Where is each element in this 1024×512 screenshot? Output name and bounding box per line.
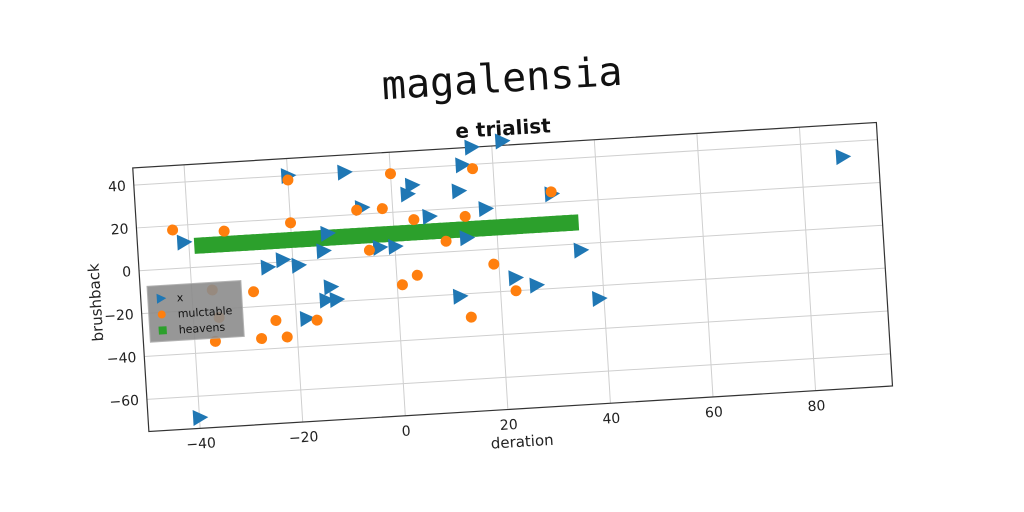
x-marker — [573, 242, 590, 259]
grid-line-y — [144, 310, 888, 357]
mulctable-marker — [396, 279, 408, 291]
grid-line-x — [593, 139, 611, 404]
mulctable-marker — [408, 214, 420, 226]
x-marker — [422, 208, 438, 225]
mulctable-marker — [311, 314, 323, 326]
y-tick-label: −60 — [109, 393, 139, 411]
plot-frame — [132, 121, 894, 433]
x-tick-label: −20 — [288, 429, 318, 447]
grid-line-x — [696, 133, 714, 397]
x-axis-label: deration — [490, 431, 554, 453]
x-marker — [452, 288, 469, 305]
grid-line-x — [286, 158, 304, 423]
y-axis-label: brushback — [85, 263, 108, 342]
mulctable-marker — [459, 210, 471, 222]
mulctable-marker — [281, 331, 293, 343]
x-marker — [455, 157, 471, 174]
y-tick-label: 20 — [110, 221, 129, 238]
mulctable-marker — [510, 285, 522, 297]
grid-line-y — [136, 181, 881, 229]
x-marker — [260, 259, 277, 276]
x-marker — [275, 252, 292, 269]
grid-line-x — [491, 145, 509, 410]
x-marker — [459, 230, 476, 247]
legend-label: x — [176, 291, 184, 304]
mulctable-marker — [376, 203, 388, 215]
x-marker — [464, 139, 481, 156]
x-marker — [320, 225, 337, 242]
mulctable-marker — [467, 163, 479, 175]
x-marker — [319, 292, 335, 309]
x-marker — [337, 164, 353, 181]
x-marker — [529, 277, 546, 294]
x-marker — [478, 201, 495, 218]
x-marker — [176, 234, 193, 251]
y-tick-label: 40 — [108, 179, 127, 196]
x-tick-label: 60 — [705, 404, 724, 421]
mulctable-marker — [248, 286, 260, 298]
x-marker — [372, 239, 389, 256]
x-tick-label: 20 — [499, 417, 518, 434]
plot-area: −40 −20 0 20 40 60 80 −60 −40 −20 0 20 40 — [104, 121, 894, 453]
legend-box — [146, 280, 245, 343]
x-tick-label: 40 — [602, 411, 621, 428]
mulctable-marker — [218, 225, 230, 237]
x-tick-labels: −40 −20 0 20 40 60 80 — [186, 398, 826, 453]
y-tick-label: 0 — [122, 264, 132, 281]
legend-heavens-marker — [158, 326, 167, 335]
mulctable-marker — [256, 333, 268, 345]
legend-label: heavens — [178, 321, 225, 337]
x-marker — [299, 310, 316, 327]
x-tick-label: −40 — [186, 435, 216, 453]
grid-line-y — [146, 353, 891, 400]
x-marker — [388, 238, 404, 255]
x-marker — [291, 257, 308, 274]
chart-suptitle: magalensia — [380, 49, 623, 110]
mulctable-marker — [167, 224, 179, 236]
y-tick-label: −40 — [106, 350, 136, 368]
heavens-marker — [568, 214, 580, 231]
x-marker — [508, 270, 525, 287]
mulctable-marker — [465, 311, 477, 323]
mulctable-marker — [440, 235, 452, 247]
x-marker — [329, 291, 346, 308]
mulctable-marker — [545, 186, 557, 198]
x-marker — [835, 149, 852, 166]
x-tick-label: 80 — [807, 398, 826, 415]
x-marker — [323, 279, 340, 296]
data-marks — [167, 133, 852, 426]
mulctable-marker — [363, 244, 375, 256]
x-marker — [404, 177, 421, 194]
y-tick-label: −20 — [104, 307, 134, 325]
mulctable-marker — [270, 314, 282, 326]
x-marker — [316, 243, 332, 260]
mulctable-marker — [282, 174, 294, 186]
grid-line-y — [133, 139, 878, 186]
x-marker — [192, 410, 209, 426]
legend-mulctable-marker — [157, 310, 166, 319]
x-tick-label: 0 — [401, 423, 411, 440]
mulctable-marker — [488, 258, 500, 270]
x-marker — [451, 183, 468, 200]
grid-line-x — [798, 127, 817, 391]
mulctable-marker — [384, 168, 396, 180]
x-marker — [400, 186, 416, 203]
y-tick-labels: −60 −40 −20 0 20 40 — [104, 179, 140, 411]
x-marker — [592, 290, 608, 307]
mulctable-marker — [351, 204, 363, 216]
legend-label: mulctable — [177, 304, 233, 320]
x-marker — [494, 133, 511, 150]
mulctable-marker — [285, 217, 297, 229]
legend-x-marker — [156, 293, 167, 304]
mulctable-marker — [411, 269, 423, 281]
